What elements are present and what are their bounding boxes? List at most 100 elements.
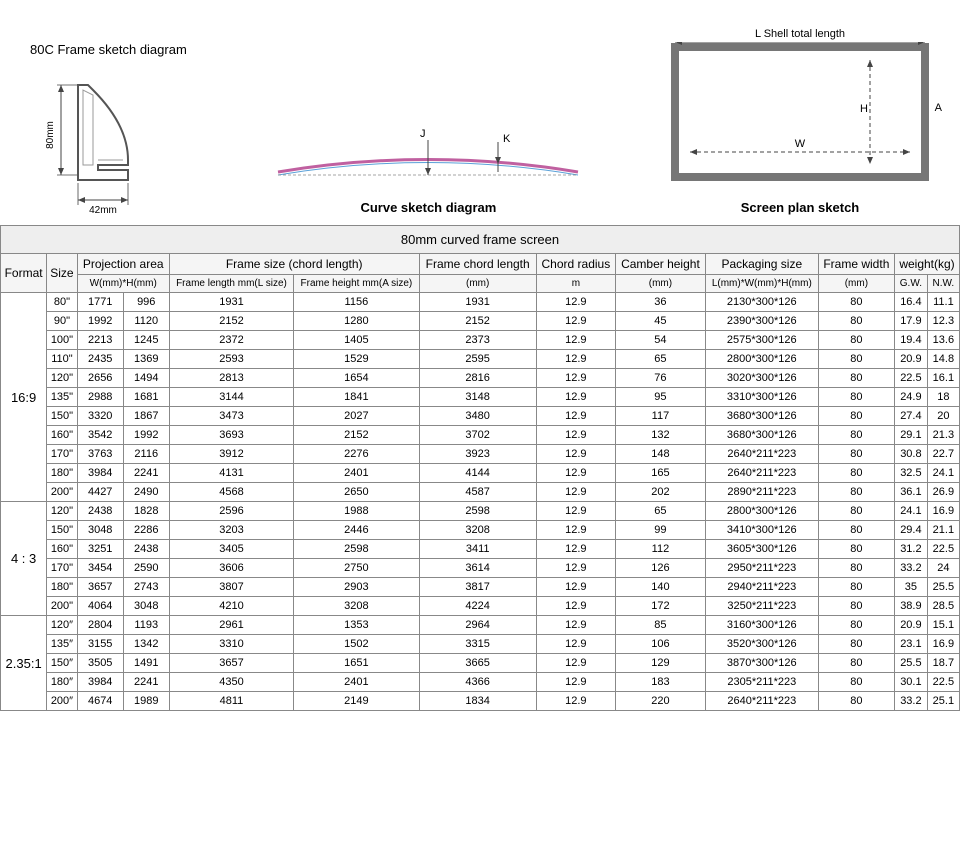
cell-cr: 12.9 [536,521,615,540]
cell-fl: 3606 [169,559,293,578]
cell-ch: 45 [615,312,705,331]
hdr-camber: Camber height [615,254,705,275]
cell-cr: 12.9 [536,426,615,445]
cell-fh: 2027 [294,407,419,426]
cell-ch: 85 [615,616,705,635]
cell-ch: 65 [615,502,705,521]
hdr-framewidth-sub: (mm) [818,275,894,293]
cell-fl: 3203 [169,521,293,540]
cell-ch: 99 [615,521,705,540]
cell-fl: 4350 [169,673,293,692]
cell-cl: 4144 [419,464,536,483]
cell-fl: 2596 [169,502,293,521]
cell-fw: 80 [818,521,894,540]
cell-fl: 3405 [169,540,293,559]
cell-fw: 80 [818,407,894,426]
hdr-camber-sub: (mm) [615,275,705,293]
cell-pkg: 3680*300*126 [705,407,818,426]
cell-h: 1828 [123,502,169,521]
cell-h: 2743 [123,578,169,597]
cell-h: 2116 [123,445,169,464]
cell-fl: 2372 [169,331,293,350]
cell-fl: 1931 [169,293,293,312]
cell-cl: 4366 [419,673,536,692]
cell-cl: 3665 [419,654,536,673]
cell-h: 2590 [123,559,169,578]
cell-size: 100" [47,331,77,350]
cell-gw: 33.2 [895,559,928,578]
cell-nw: 24 [927,559,959,578]
cell-pkg: 2800*300*126 [705,350,818,369]
cell-cl: 3702 [419,426,536,445]
cell-fl: 4131 [169,464,293,483]
cell-fw: 80 [818,578,894,597]
hdr-framewidth: Frame width [818,254,894,275]
cell-gw: 30.1 [895,673,928,692]
hdr-chordlen: Frame chord length [419,254,536,275]
cell-fh: 1353 [294,616,419,635]
table-row: 200"4427249045682650458712.92022890*211*… [1,483,960,502]
cell-gw: 22.5 [895,369,928,388]
cell-size: 135″ [47,635,77,654]
table-row: 110"2435136925931529259512.9652800*300*1… [1,350,960,369]
svg-text:42mm: 42mm [89,205,117,215]
cell-fl: 3912 [169,445,293,464]
cell-ch: 95 [615,388,705,407]
cell-cr: 12.9 [536,578,615,597]
cell-gw: 29.4 [895,521,928,540]
cell-h: 1193 [123,616,169,635]
cell-size: 150″ [47,654,77,673]
frame-sketch-title: 80C Frame sketch diagram [30,42,187,57]
cell-fw: 80 [818,673,894,692]
cell-fh: 2446 [294,521,419,540]
cell-fl: 2152 [169,312,293,331]
cell-fh: 2149 [294,692,419,711]
table-row: 16:980"177199619311156193112.9362130*300… [1,293,960,312]
cell-fw: 80 [818,445,894,464]
cell-w: 3320 [77,407,123,426]
cell-cl: 3208 [419,521,536,540]
format-cell: 4 : 3 [1,502,47,616]
cell-fw: 80 [818,350,894,369]
table-row: 150"3320186734732027348012.91173680*300*… [1,407,960,426]
svg-text:H: H [860,103,868,115]
table-row: 120"2656149428131654281612.9763020*300*1… [1,369,960,388]
cell-h: 1491 [123,654,169,673]
cell-fw: 80 [818,635,894,654]
cell-ch: 54 [615,331,705,350]
cell-gw: 27.4 [895,407,928,426]
cell-cr: 12.9 [536,597,615,616]
cell-gw: 24.1 [895,502,928,521]
hdr-packaging-sub: L(mm)*W(mm)*H(mm) [705,275,818,293]
table-title: 80mm curved frame screen [1,226,960,254]
cell-nw: 11.1 [927,293,959,312]
cell-nw: 21.1 [927,521,959,540]
table-row: 180″3984224143502401436612.91832305*211*… [1,673,960,692]
cell-size: 120" [47,369,77,388]
cell-pkg: 3680*300*126 [705,426,818,445]
table-row: 150"3048228632032446320812.9993410*300*1… [1,521,960,540]
table-row: 160"3542199236932152370212.91323680*300*… [1,426,960,445]
cell-fh: 1651 [294,654,419,673]
svg-text:80mm: 80mm [45,121,56,149]
cell-w: 3657 [77,578,123,597]
svg-text:J: J [420,128,426,140]
cell-h: 1867 [123,407,169,426]
cell-cr: 12.9 [536,692,615,711]
hdr-chordrad: Chord radius [536,254,615,275]
cell-nw: 13.6 [927,331,959,350]
cell-fw: 80 [818,312,894,331]
cell-size: 150" [47,407,77,426]
cell-size: 90" [47,312,77,331]
hdr-gw: G.W. [895,275,928,293]
cell-ch: 106 [615,635,705,654]
cell-ch: 165 [615,464,705,483]
cell-ch: 172 [615,597,705,616]
cell-h: 1494 [123,369,169,388]
cell-ch: 140 [615,578,705,597]
cell-fw: 80 [818,502,894,521]
cell-fw: 80 [818,426,894,445]
table-row: 160"3251243834052598341112.91123605*300*… [1,540,960,559]
cell-fw: 80 [818,597,894,616]
screen-plan-svg: W H [670,42,930,192]
